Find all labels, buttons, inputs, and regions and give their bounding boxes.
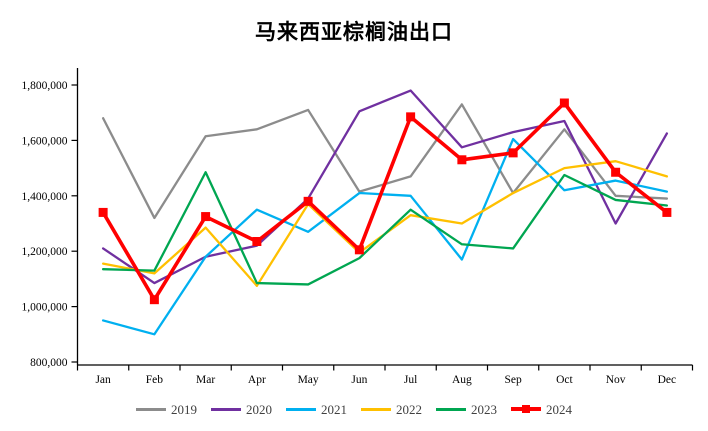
data-point-2024 bbox=[406, 112, 416, 122]
legend-label: 2022 bbox=[396, 401, 422, 417]
data-point-2024 bbox=[457, 155, 467, 165]
data-point-2024 bbox=[354, 245, 364, 255]
x-tick-label: Mar bbox=[196, 374, 215, 386]
data-point-2024 bbox=[303, 196, 313, 206]
data-point-2024 bbox=[662, 207, 672, 217]
data-point-2024 bbox=[559, 98, 569, 108]
x-tick-label: Jan bbox=[95, 374, 111, 386]
x-tick-label: Feb bbox=[146, 374, 164, 386]
data-point-2024 bbox=[201, 212, 211, 222]
legend-item-2024: 2024 bbox=[511, 403, 572, 416]
data-point-2024 bbox=[611, 167, 621, 177]
data-point-2024 bbox=[508, 148, 518, 158]
legend-item-2019: 2019 bbox=[136, 403, 197, 416]
legend-line-swatch bbox=[136, 407, 166, 411]
y-tick-label: 1,800,000 bbox=[22, 80, 68, 92]
series-line-2020 bbox=[101, 89, 669, 285]
y-tick-label: 1,400,000 bbox=[22, 191, 68, 203]
series-line-2024 bbox=[101, 101, 669, 302]
y-tick-label: 800,000 bbox=[30, 357, 68, 369]
data-point-2024 bbox=[149, 295, 159, 305]
x-tick-label: Jun bbox=[351, 374, 367, 386]
chart-legend: 2019 2020 2021 2022 2023 2024 bbox=[0, 400, 708, 418]
x-tick-label: Oct bbox=[556, 374, 573, 386]
x-tick-label: Sep bbox=[505, 374, 523, 386]
y-tick-label: 1,000,000 bbox=[22, 302, 68, 314]
legend-line-swatch bbox=[211, 407, 241, 411]
x-tick-label: Dec bbox=[658, 374, 677, 386]
legend-line-swatch bbox=[361, 407, 391, 411]
legend-label: 2021 bbox=[321, 401, 347, 417]
data-point-2024 bbox=[98, 207, 108, 217]
legend-label: 2019 bbox=[171, 401, 197, 417]
legend-line-swatch bbox=[286, 407, 316, 411]
series-line-2023 bbox=[101, 171, 669, 286]
x-tick-label: Apr bbox=[248, 374, 266, 386]
legend-item-2022: 2022 bbox=[361, 403, 422, 416]
series-line-2021 bbox=[101, 137, 669, 336]
legend-line-swatch bbox=[511, 405, 541, 413]
x-tick-label: Aug bbox=[452, 374, 472, 386]
data-point-2024 bbox=[252, 237, 262, 247]
y-tick-label: 1,600,000 bbox=[22, 135, 68, 147]
x-tick-label: Nov bbox=[606, 374, 626, 386]
legend-line-swatch bbox=[436, 407, 466, 411]
series-line-2019 bbox=[101, 103, 669, 220]
legend-label: 2024 bbox=[546, 401, 572, 417]
legend-label: 2020 bbox=[246, 401, 272, 417]
x-tick-label: Jul bbox=[404, 374, 417, 386]
legend-item-2023: 2023 bbox=[436, 403, 497, 416]
legend-item-2021: 2021 bbox=[286, 403, 347, 416]
legend-item-2020: 2020 bbox=[211, 403, 272, 416]
chart-title: 马来西亚棕榈油出口 bbox=[255, 21, 453, 44]
y-tick-label: 1,200,000 bbox=[22, 246, 68, 258]
legend-square-marker bbox=[522, 405, 530, 413]
x-tick-label: May bbox=[298, 374, 319, 386]
legend-label: 2023 bbox=[471, 401, 497, 417]
